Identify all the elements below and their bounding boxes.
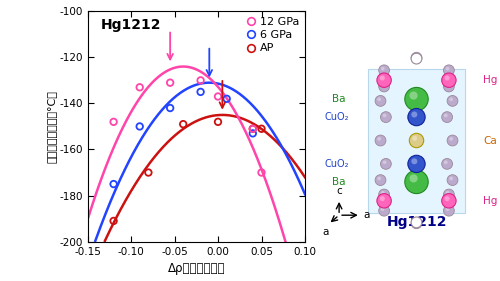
Circle shape <box>446 191 450 195</box>
Circle shape <box>408 108 425 126</box>
Point <box>110 120 118 124</box>
Circle shape <box>378 65 390 76</box>
Circle shape <box>378 205 390 216</box>
Point <box>222 97 230 101</box>
Point <box>249 126 257 131</box>
Legend: 12 GPa, 6 GPa, AP: 12 GPa, 6 GPa, AP <box>246 17 300 53</box>
Circle shape <box>444 160 448 164</box>
Circle shape <box>444 65 454 76</box>
Circle shape <box>381 207 384 211</box>
Point <box>136 124 143 129</box>
X-axis label: Δρ：キャリア量: Δρ：キャリア量 <box>168 262 225 275</box>
Circle shape <box>378 81 390 92</box>
Circle shape <box>382 114 386 117</box>
Circle shape <box>414 220 417 224</box>
Circle shape <box>378 189 390 200</box>
Circle shape <box>450 176 453 180</box>
Text: Ba: Ba <box>332 177 345 187</box>
Point <box>136 85 143 90</box>
Point <box>214 94 222 99</box>
Circle shape <box>447 96 458 106</box>
Point <box>249 131 257 136</box>
Circle shape <box>447 175 458 185</box>
Point <box>249 126 257 131</box>
Circle shape <box>450 137 453 141</box>
Circle shape <box>444 189 454 200</box>
Text: Ba: Ba <box>332 94 345 104</box>
Point <box>258 126 266 131</box>
Circle shape <box>405 170 428 194</box>
Circle shape <box>444 196 450 201</box>
Circle shape <box>381 191 384 195</box>
Circle shape <box>446 207 450 211</box>
Circle shape <box>411 53 422 64</box>
Bar <box>368 69 465 212</box>
Point <box>144 170 152 175</box>
Circle shape <box>380 158 392 169</box>
Circle shape <box>444 76 450 81</box>
Circle shape <box>412 136 417 141</box>
Point <box>166 106 174 110</box>
Text: Hg1212: Hg1212 <box>100 18 161 32</box>
Text: Hg: Hg <box>483 196 498 206</box>
Circle shape <box>381 67 384 71</box>
Circle shape <box>380 76 385 81</box>
Circle shape <box>450 98 453 101</box>
Circle shape <box>378 137 381 141</box>
Text: CuO₂: CuO₂ <box>324 159 349 169</box>
Circle shape <box>412 112 418 117</box>
Circle shape <box>442 194 456 208</box>
Circle shape <box>411 52 422 63</box>
Circle shape <box>405 87 428 111</box>
Point <box>179 122 187 126</box>
Circle shape <box>380 112 392 123</box>
Circle shape <box>446 83 450 87</box>
Text: Ca: Ca <box>483 135 497 146</box>
Circle shape <box>410 174 418 182</box>
Circle shape <box>410 92 418 100</box>
Point <box>166 80 174 85</box>
Text: a: a <box>322 227 329 237</box>
Circle shape <box>414 54 417 58</box>
Point <box>110 219 118 223</box>
Text: CuO₂: CuO₂ <box>324 112 349 122</box>
Text: c: c <box>336 186 342 196</box>
Circle shape <box>375 175 386 185</box>
Circle shape <box>410 133 424 148</box>
Point <box>258 170 266 175</box>
Circle shape <box>375 96 386 106</box>
Circle shape <box>442 112 452 123</box>
Circle shape <box>444 81 454 92</box>
Circle shape <box>447 135 458 146</box>
Circle shape <box>378 98 381 101</box>
Circle shape <box>442 158 452 169</box>
Circle shape <box>444 114 448 117</box>
Circle shape <box>377 194 392 208</box>
Text: Hg: Hg <box>483 75 498 85</box>
Point <box>110 182 118 186</box>
Circle shape <box>446 67 450 71</box>
Y-axis label: 超伝導臨界温度（°C）: 超伝導臨界温度（°C） <box>46 90 56 163</box>
Circle shape <box>412 158 418 164</box>
Point <box>196 78 204 83</box>
Circle shape <box>380 196 385 201</box>
Circle shape <box>378 176 381 180</box>
Circle shape <box>411 218 422 229</box>
Circle shape <box>382 160 386 164</box>
Text: Hg1212: Hg1212 <box>386 215 447 229</box>
Circle shape <box>442 73 456 87</box>
Circle shape <box>408 155 425 173</box>
Circle shape <box>381 83 384 87</box>
Point <box>196 90 204 94</box>
Point <box>214 120 222 124</box>
Circle shape <box>444 205 454 216</box>
Text: a: a <box>364 210 370 220</box>
Circle shape <box>377 73 392 87</box>
Circle shape <box>375 135 386 146</box>
Circle shape <box>411 217 422 228</box>
